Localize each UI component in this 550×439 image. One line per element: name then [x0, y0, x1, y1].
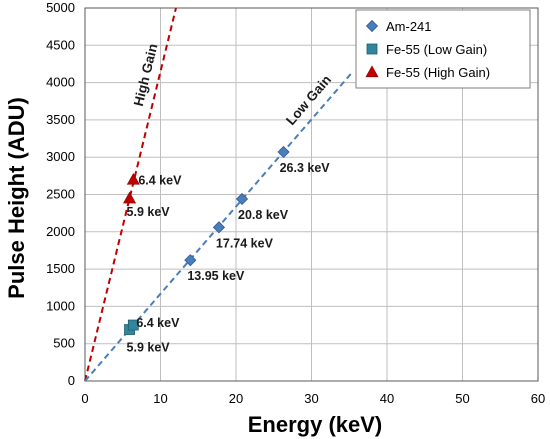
y-tick-label: 2000: [46, 224, 75, 239]
y-tick-label: 1500: [46, 261, 75, 276]
y-tick-label: 2500: [46, 187, 75, 202]
y-tick-label: 4500: [46, 37, 75, 52]
data-label: 17.74 keV: [216, 236, 274, 250]
x-axis-title: Energy (keV): [248, 412, 383, 437]
x-tick-label: 40: [380, 391, 394, 406]
x-tick-label: 50: [455, 391, 469, 406]
data-label: 6.4 keV: [136, 316, 180, 330]
data-label: 20.8 keV: [238, 208, 289, 222]
y-tick-label: 3500: [46, 112, 75, 127]
legend-entry: Fe-55 (High Gain): [386, 65, 490, 80]
data-label: 6.4 keV: [138, 174, 182, 188]
legend-entry: Fe-55 (Low Gain): [386, 42, 487, 57]
square-marker: [127, 319, 139, 331]
data-label: 5.9 keV: [127, 205, 171, 219]
diamond-marker: [184, 254, 197, 267]
y-tick-label: 500: [53, 336, 75, 351]
data-label: 13.95 keV: [187, 269, 245, 283]
y-tick-label: 5000: [46, 0, 75, 15]
legend-square-marker: [366, 43, 378, 55]
x-tick-label: 0: [81, 391, 88, 406]
x-tick-label: 10: [153, 391, 167, 406]
data-markers: [123, 145, 290, 335]
triangle-marker: [123, 191, 137, 204]
y-tick-label: 1000: [46, 298, 75, 313]
legend: Am-241 Fe-55 (Low Gain) Fe-55 (High Gain): [355, 9, 531, 89]
x-tick-label: 30: [304, 391, 318, 406]
y-tick-label: 3000: [46, 149, 75, 164]
data-label: 5.9 keV: [127, 341, 171, 355]
diamond-marker: [212, 221, 226, 234]
gridlines: [85, 8, 538, 381]
y-tick-label: 4000: [46, 75, 75, 90]
data-label: 26.3 keV: [280, 161, 331, 175]
x-axis-ticks: 0 10 20 30 40 50 60: [81, 391, 545, 406]
diamond-marker: [277, 145, 290, 159]
diamond-marker: [235, 192, 249, 206]
triangle-marker: [126, 172, 140, 185]
legend-box: [355, 9, 531, 89]
data-labels: 13.95 keV 17.74 keV 20.8 keV 26.3 keV 5.9 ke…: [127, 161, 331, 355]
y-axis-title: Pulse Height (ADU): [4, 97, 29, 299]
legend-triangle-marker: [365, 65, 379, 78]
x-tick-label: 60: [531, 391, 545, 406]
legend-diamond-marker: [365, 19, 379, 33]
y-tick-label: 0: [68, 373, 75, 388]
legend-entry: Am-241: [386, 19, 432, 34]
y-axis-ticks: 0 500 1000 1500 2000 2500 3000 3500 4000 4500 5000: [46, 0, 75, 388]
plot-area: [84, 7, 539, 382]
x-tick-label: 20: [229, 391, 243, 406]
